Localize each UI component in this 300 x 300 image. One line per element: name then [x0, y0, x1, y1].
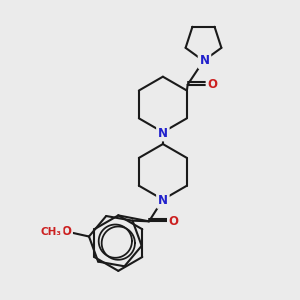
Text: CH₃: CH₃ [41, 226, 62, 236]
Text: N: N [158, 194, 168, 207]
Text: N: N [200, 54, 209, 67]
Text: O: O [207, 78, 218, 91]
Text: O: O [61, 225, 71, 238]
Text: N: N [158, 127, 168, 140]
Text: O: O [169, 215, 179, 228]
